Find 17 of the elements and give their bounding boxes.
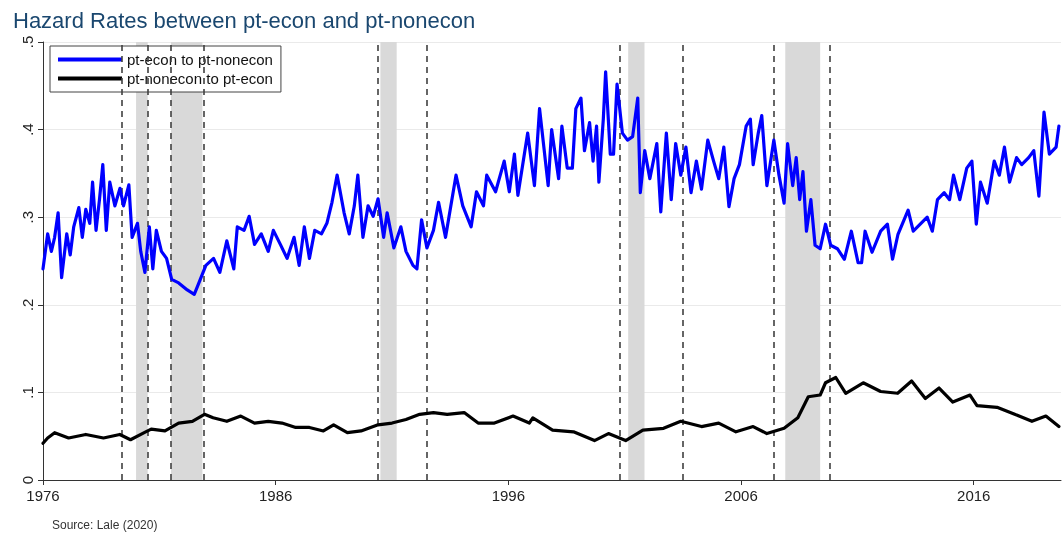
legend-label: pt-nonecon to pt-econ: [127, 70, 273, 87]
source-note: Source: Lale (2020): [52, 518, 158, 532]
x-tick-label: 1996: [491, 487, 526, 504]
line-series: [41, 70, 1061, 296]
y-tick-label: 0: [19, 475, 36, 485]
x-tick-label: 1986: [259, 487, 293, 504]
y-tick-label: .3: [19, 210, 36, 224]
legend-label: pt-econ to pt-nonecon: [127, 51, 273, 68]
y-tick-label: .1: [19, 386, 36, 399]
y-tick-label: .2: [19, 298, 36, 312]
chart-title: Hazard Rates between pt-econ and pt-nonecon: [13, 7, 476, 33]
x-tick-label: 2006: [724, 487, 758, 504]
y-tick-label: .5: [19, 35, 36, 49]
x-tick-label: 2016: [957, 487, 991, 504]
y-tick-label: .4: [19, 123, 36, 136]
line-series: [41, 375, 1061, 445]
x-tick-label: 1976: [26, 487, 60, 504]
